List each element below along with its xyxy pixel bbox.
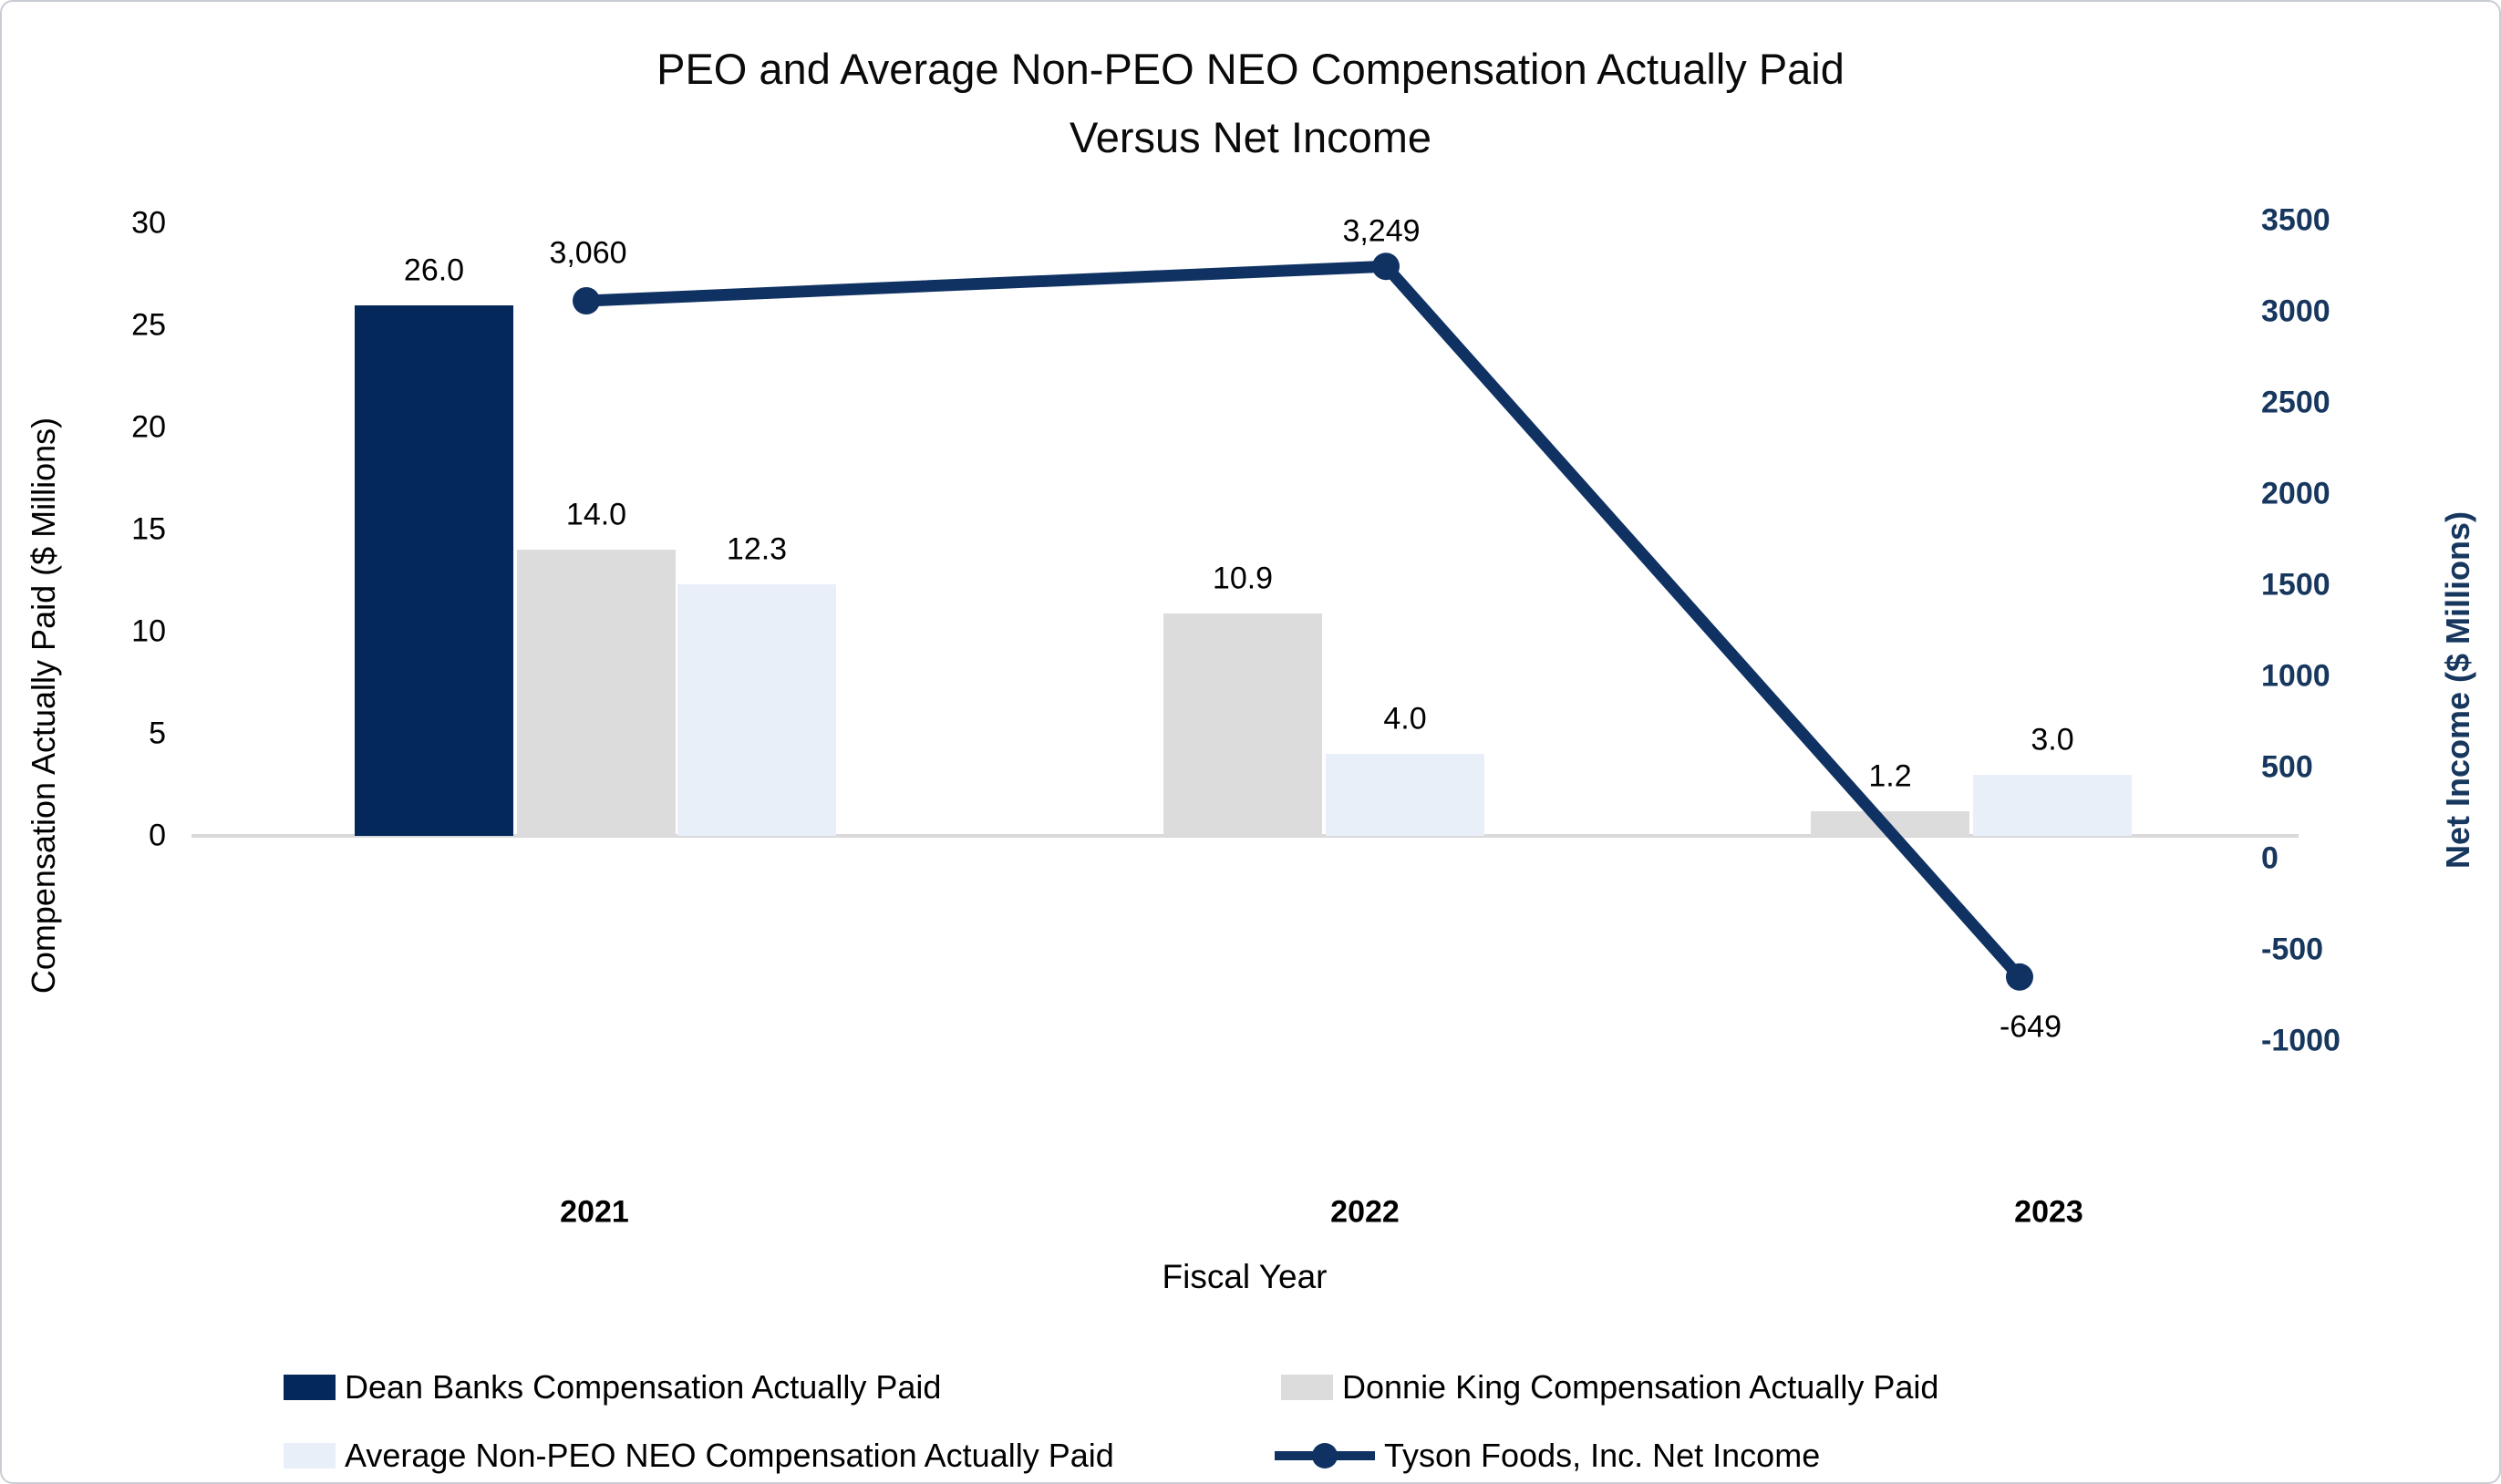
y-left-tick-0: 0	[149, 818, 166, 853]
y-right-tick-3500: 3500	[2261, 202, 2330, 238]
bar-2021-series-1	[517, 550, 676, 836]
bar-value-label: 1.2	[1868, 758, 1912, 794]
y-right-tick-2000: 2000	[2261, 476, 2330, 511]
legend-swatch-icon	[1281, 1375, 1333, 1400]
y-left-tick-15: 15	[131, 511, 166, 547]
net-income-line	[585, 260, 2024, 982]
legend-item-series-2: Average Non-PEO NEO Compensation Actuall…	[284, 1437, 1114, 1475]
y-right-tick-1500: 1500	[2261, 567, 2330, 603]
chart-title-line-2: Versus Net Income	[1069, 113, 1432, 161]
y-right-tick--500: -500	[2261, 932, 2324, 967]
legend-label: Tyson Foods, Inc. Net Income	[1384, 1437, 1821, 1474]
bar-2021-series-0	[355, 304, 513, 836]
line-marker-2022	[1372, 252, 1400, 281]
line-value-label: 3,249	[1342, 213, 1421, 249]
legend-item-series-1: Donnie King Compensation Actually Paid	[1281, 1368, 1938, 1407]
chart-title: PEO and Average Non-PEO NEO Compensation…	[2, 35, 2499, 171]
legend-label: Average Non-PEO NEO Compensation Actuall…	[345, 1437, 1114, 1474]
legend-swatch-icon	[284, 1443, 336, 1469]
y-right-tick-500: 500	[2261, 749, 2313, 785]
bar-2022-series-1	[1163, 613, 1322, 836]
chart-title-line-1: PEO and Average Non-PEO NEO Compensation…	[656, 45, 1845, 93]
line-value-label: -649	[1999, 1009, 2062, 1045]
bar-2022-series-2	[1326, 754, 1484, 836]
y-right-tick-2500: 2500	[2261, 385, 2330, 420]
legend-item-series-3: Tyson Foods, Inc. Net Income	[1275, 1437, 1820, 1475]
bar-value-label: 12.3	[726, 531, 788, 567]
legend-label: Donnie King Compensation Actually Paid	[1342, 1368, 1939, 1406]
y-right-tick-1000: 1000	[2261, 658, 2330, 694]
x-tick-2022: 2022	[1330, 1194, 1400, 1230]
x-tick-2023: 2023	[2014, 1194, 2083, 1230]
y-left-tick-10: 10	[131, 613, 166, 649]
bar-value-label: 3.0	[2031, 722, 2074, 757]
bar-value-label: 4.0	[1383, 701, 1427, 737]
y-right-tick-3000: 3000	[2261, 294, 2330, 329]
y-right-tick-0: 0	[2261, 840, 2279, 876]
line-marker-2023	[2006, 963, 2033, 991]
line-value-label: 3,060	[549, 235, 627, 271]
y-left-tick-20: 20	[131, 409, 166, 445]
legend-label: Dean Banks Compensation Actually Paid	[345, 1368, 942, 1406]
legend-item-series-0: Dean Banks Compensation Actually Paid	[284, 1368, 941, 1407]
y-left-tick-30: 30	[131, 205, 166, 241]
legend-line-marker-icon	[1275, 1443, 1375, 1469]
bar-2023-series-2	[1973, 774, 2132, 836]
line-marker-2021	[573, 287, 600, 314]
x-axis-title: Fiscal Year	[1162, 1258, 1328, 1295]
y-right-tick--1000: -1000	[2261, 1023, 2341, 1058]
legend-swatch-icon	[284, 1375, 336, 1400]
bar-value-label: 14.0	[565, 497, 627, 532]
bar-2021-series-2	[677, 584, 836, 836]
bar-value-label: 10.9	[1212, 561, 1274, 596]
bar-value-label: 26.0	[403, 252, 465, 288]
y-left-tick-5: 5	[149, 716, 166, 751]
x-tick-2021: 2021	[560, 1194, 629, 1230]
x-axis-zero-line	[191, 834, 2299, 838]
y-left-tick-25: 25	[131, 307, 166, 343]
